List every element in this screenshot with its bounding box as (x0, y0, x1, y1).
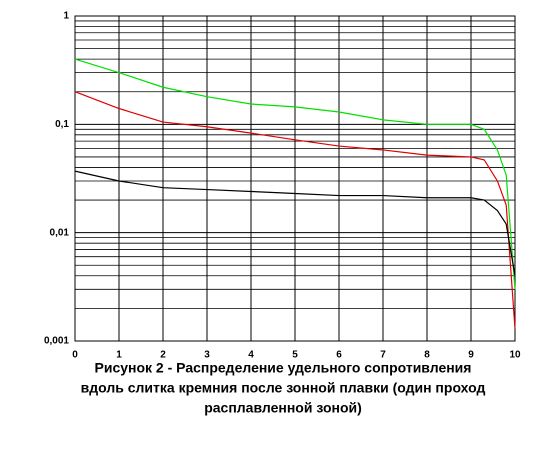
x-tick-label: 8 (424, 350, 430, 361)
x-tick-label: 5 (292, 350, 298, 361)
x-tick-label: 4 (248, 350, 254, 361)
x-tick-label: 6 (336, 350, 342, 361)
x-tick-label: 9 (468, 350, 474, 361)
series-line (74, 170, 516, 276)
x-tick-label: 0 (72, 350, 78, 361)
y-tick-label: 0,001 (44, 336, 69, 347)
x-tick-label: 3 (204, 350, 210, 361)
plot-frame (74, 15, 516, 342)
y-tick-label: 0,01 (50, 227, 70, 238)
x-tick-label: 7 (380, 350, 386, 361)
x-tick-label: 1 (116, 350, 122, 361)
x-tick-label: 10 (509, 350, 521, 361)
series-line (74, 58, 516, 290)
series-line (74, 91, 516, 329)
y-tick-label: 1 (63, 11, 69, 22)
x-tick-label: 2 (160, 350, 166, 361)
chart-caption: расплавленной зоной) (204, 400, 362, 416)
chart-caption: Рисунок 2 - Распределение удельного сопр… (95, 360, 472, 376)
chart-caption: вдоль слитка кремния после зонной плавки… (81, 380, 486, 396)
y-tick-label: 0,1 (55, 119, 69, 130)
